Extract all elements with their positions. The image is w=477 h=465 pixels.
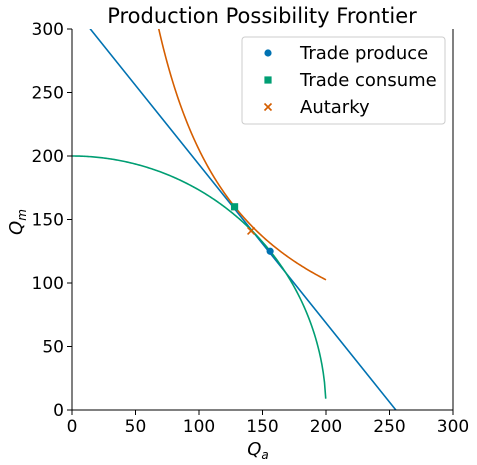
x-axis-label-main: Q [247,439,261,460]
y-tick-label: 200 [32,147,64,167]
y-axis-label: Qm [6,209,29,235]
trade-produce-marker [266,247,274,255]
legend-autarky-label: Autarky [300,97,370,118]
x-tick-label: 50 [125,417,147,437]
x-axis-label-sub: a [261,448,268,462]
y-axis-label-sub: m [15,209,29,221]
y-axis-label-main: Q [6,221,27,235]
y-tick-label: 50 [42,338,64,358]
x-tick-label: 250 [373,417,405,437]
legend-autarky-marker [263,102,273,112]
legend-items: Trade produce Trade consume Autarky [263,43,437,118]
x-tick-label: 200 [310,417,342,437]
legend-box [241,36,446,125]
autarky-marker [247,226,256,235]
y-tick-label: 100 [32,274,64,294]
plot-area: 0 50 100 150 200 250 300 0 50 100 150 200 250 300 [32,20,470,437]
chart-title: Production Possibility Frontier [107,4,417,28]
trade-consume-marker [230,203,239,211]
x-axis-label: Qa [247,439,269,462]
y-ticks: 0 50 100 150 200 250 300 [32,20,72,421]
legend-trade-produce-label: Trade produce [299,43,428,64]
y-tick-label: 150 [32,211,64,231]
y-tick-label: 300 [32,20,64,40]
y-tick-label: 0 [53,401,64,421]
legend-trade-produce-marker [264,49,272,57]
x-tick-label: 100 [183,417,215,437]
y-tick-label: 250 [32,84,64,104]
ppf-curve [72,155,327,399]
indifference-curve [157,29,327,281]
x-tick-label: 300 [437,417,469,437]
x-tick-label: 0 [67,417,78,437]
x-ticks: 0 50 100 150 200 250 300 [67,410,469,437]
x-tick-label: 150 [246,417,278,437]
legend-trade-consume-marker [264,76,272,84]
markers-group [230,203,274,255]
legend-trade-consume-label: Trade consume [299,70,437,91]
legend: Trade produce Trade consume Autarky [241,36,446,125]
